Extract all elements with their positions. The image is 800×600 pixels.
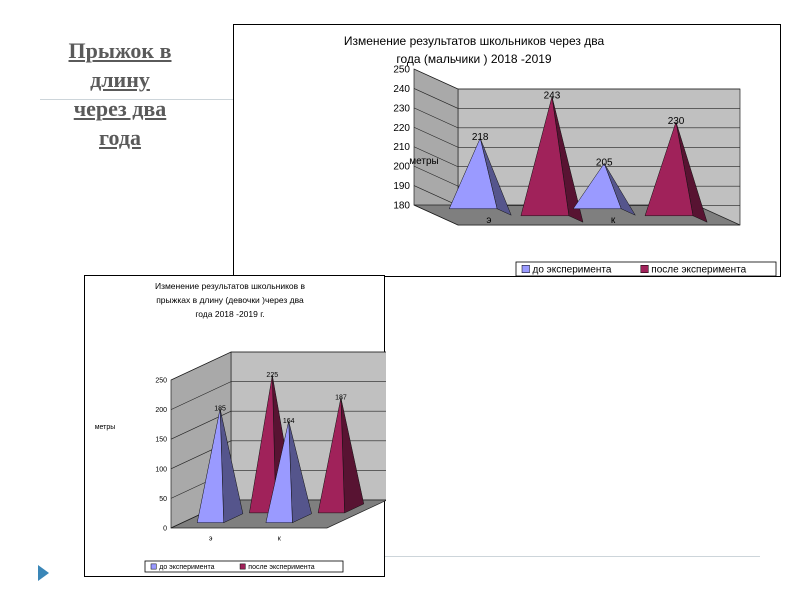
y-tick-label: 230 bbox=[393, 103, 410, 114]
chart-title: года (мальчики ) 2018 -2019 bbox=[396, 52, 552, 66]
data-label: 243 bbox=[544, 91, 561, 102]
girls-chart-svg: Изменение результатов школьников в прыжка… bbox=[95, 281, 386, 573]
y-tick-label: 250 bbox=[393, 65, 410, 76]
slide-title: Прыжок в длину через два года bbox=[40, 36, 200, 152]
gridline-side bbox=[170, 351, 232, 381]
pyramid-bar bbox=[249, 375, 277, 514]
slide-title-line: года bbox=[99, 125, 141, 150]
bottom-divider bbox=[385, 556, 760, 557]
y-tick-label: 220 bbox=[393, 123, 410, 134]
next-slide-arrow-icon[interactable] bbox=[38, 565, 49, 581]
legend-label: до эксперимента bbox=[159, 564, 214, 571]
category-label: э bbox=[209, 536, 213, 543]
y-tick-label: 180 bbox=[393, 201, 410, 212]
y-tick-label: 200 bbox=[155, 407, 167, 414]
y-tick-label: 240 bbox=[393, 84, 410, 95]
y-tick-label: 150 bbox=[155, 437, 167, 444]
gridline-side bbox=[413, 185, 459, 206]
y-axis-label: метры bbox=[95, 424, 116, 431]
gridline-side bbox=[413, 127, 459, 148]
y-axis-label: метры bbox=[409, 156, 438, 167]
data-label: 187 bbox=[335, 395, 347, 402]
data-label: 218 bbox=[472, 132, 489, 143]
slide-title-line: длину bbox=[90, 67, 150, 92]
chart-title: Изменение результатов школьников в bbox=[155, 281, 306, 291]
data-label: 230 bbox=[668, 116, 685, 127]
pyramid-bar bbox=[196, 408, 224, 523]
pyramid-bar bbox=[644, 121, 694, 217]
slide-title-line: Прыжок в bbox=[68, 38, 172, 63]
legend-swatch bbox=[640, 265, 649, 273]
gridline-side bbox=[413, 68, 459, 90]
side-wall bbox=[413, 68, 459, 226]
data-label: 205 bbox=[596, 157, 613, 168]
data-label: 164 bbox=[283, 418, 295, 425]
slide-title-line: через два bbox=[73, 96, 167, 121]
pyramid-bar bbox=[448, 137, 498, 210]
gridline-side bbox=[413, 204, 459, 226]
back-wall bbox=[230, 351, 386, 501]
boys-chart: Изменение результатов школьников через д… bbox=[233, 24, 781, 277]
data-label: 185 bbox=[214, 406, 226, 413]
chart-title: прыжках в длину (девочки )через два bbox=[156, 295, 304, 305]
boys-chart-svg: Изменение результатов школьников через д… bbox=[344, 34, 777, 277]
y-tick-label: 250 bbox=[155, 377, 167, 384]
y-tick-label: 50 bbox=[159, 496, 167, 503]
category-label: э bbox=[486, 215, 491, 226]
gridline-side bbox=[413, 88, 459, 109]
gridline-side bbox=[170, 381, 232, 410]
y-tick-label: 0 bbox=[163, 525, 167, 532]
legend-swatch bbox=[521, 265, 530, 273]
y-tick-label: 210 bbox=[393, 142, 410, 153]
y-tick-label: 200 bbox=[393, 162, 410, 173]
gridline-side bbox=[413, 146, 459, 167]
chart-title: Изменение результатов школьников через д… bbox=[344, 34, 605, 48]
legend-label: после эксперимента bbox=[248, 564, 315, 571]
data-label: 225 bbox=[266, 372, 278, 379]
pyramid-bar bbox=[265, 421, 293, 523]
pyramid-bar bbox=[520, 96, 570, 217]
legend-label: после эксперимента bbox=[651, 265, 746, 276]
gridline-side bbox=[413, 107, 459, 129]
pyramid-bar bbox=[317, 397, 345, 514]
legend-label: до эксперимента bbox=[533, 265, 612, 276]
girls-chart: Изменение результатов школьников в прыжка… bbox=[84, 275, 386, 577]
top-divider bbox=[40, 99, 235, 100]
legend-swatch bbox=[239, 563, 246, 570]
pyramid-bar bbox=[572, 162, 622, 210]
gridline-side bbox=[413, 165, 459, 187]
y-tick-label: 100 bbox=[155, 466, 167, 473]
category-label: к bbox=[278, 536, 282, 543]
legend-swatch bbox=[150, 563, 157, 570]
category-label: к bbox=[611, 215, 616, 226]
chart-title: года 2018 -2019 г. bbox=[195, 309, 264, 319]
y-tick-label: 190 bbox=[393, 181, 410, 192]
